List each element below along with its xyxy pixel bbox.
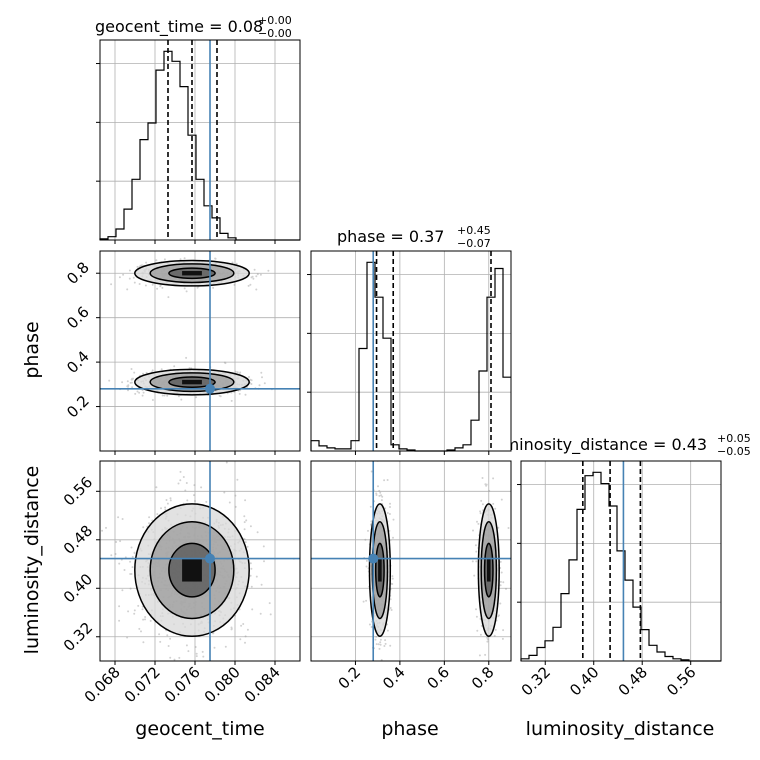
panel-phase-vs-luminosity-distance-truth-point: [368, 553, 379, 564]
title-phase: phase = 0.37: [337, 227, 444, 246]
panel-phase-vs-luminosity-distance-content: [311, 461, 511, 661]
hist-panel-luminosity-distance-frame: [520, 460, 722, 662]
ylabel-luminosity-distance: luminosity_distance: [21, 466, 43, 655]
title-geocent-time-plus: +0.00: [258, 14, 292, 27]
panel-phase-vs-luminosity-distance-core-1: [486, 558, 491, 582]
panel-geocent-time-vs-phase-content: [100, 251, 300, 451]
ytick-label-luminosity-distance-1: 0.40: [60, 570, 96, 606]
hist-panel-phase: [307, 250, 512, 455]
panel-phase-vs-luminosity-distance: [310, 460, 512, 665]
ytick-label-luminosity-distance-0: 0.32: [60, 619, 96, 655]
panel-geocent-time-vs-phase-frame: [99, 250, 301, 452]
hist-panel-geocent-time-frame: [99, 39, 301, 241]
xlabel-luminosity-distance: luminosity_distance: [526, 718, 715, 740]
xlabel-phase: phase: [381, 718, 438, 740]
title-geocent-time-minus: −0.00: [258, 27, 292, 40]
panel-geocent-time-vs-luminosity-distance-core-0: [182, 558, 202, 582]
xtick-label-phase-0: 0.2: [335, 663, 365, 693]
panel-phase-vs-luminosity-distance-frame: [310, 460, 512, 662]
panel-geocent-time-vs-phase: [96, 250, 301, 455]
panel-geocent-time-vs-phase-core-0: [182, 271, 202, 276]
xtick-label-phase-3: 0.8: [468, 663, 498, 693]
panel-phase-vs-luminosity-distance-bg: [311, 461, 511, 661]
hist-panel-phase-step: [310, 261, 511, 452]
hist-panel-geocent-time-bg: [100, 40, 300, 240]
xtick-label-phase-2: 0.6: [424, 663, 454, 693]
xtick-label-geocent-time-0: 0.068: [81, 663, 124, 706]
xtick-label-luminosity-distance-3: 0.56: [663, 663, 699, 699]
panel-geocent-time-vs-luminosity-distance-truth-point: [205, 553, 215, 564]
xtick-label-luminosity-distance-1: 0.40: [566, 663, 602, 699]
xtick-label-phase-1: 0.4: [379, 663, 409, 693]
panel-geocent-time-vs-luminosity-distance-frame: [99, 460, 301, 662]
xtick-label-geocent-time-3: 0.080: [201, 663, 244, 706]
title-luminosity-distance: luminosity_distance = 0.43: [489, 435, 707, 455]
xtick-label-geocent-time-4: 0.084: [241, 663, 284, 706]
ytick-label-phase-0: 0.2: [63, 392, 93, 422]
title-luminosity-distance-minus: −0.05: [717, 445, 751, 458]
hist-panel-geocent-time: [96, 39, 301, 244]
hist-panel-luminosity-distance: [517, 460, 722, 665]
panel-geocent-time-vs-luminosity-distance: [96, 460, 301, 665]
panel-geocent-time-vs-phase-core-1: [182, 379, 202, 385]
xtick-label-luminosity-distance-2: 0.48: [615, 663, 651, 699]
xtick-label-geocent-time-1: 0.072: [121, 663, 164, 706]
hist-panel-phase-bg: [311, 251, 511, 451]
title-phase-plus: +0.45: [457, 224, 491, 237]
xlabel-geocent-time: geocent_time: [135, 718, 264, 740]
title-phase-minus: −0.07: [457, 237, 491, 250]
ylabel-phase: phase: [21, 321, 43, 378]
xtick-label-luminosity-distance-0: 0.32: [518, 663, 554, 699]
ytick-label-phase-2: 0.6: [63, 303, 93, 333]
title-geocent-time: geocent_time = 0.08: [95, 17, 263, 37]
panel-geocent-time-vs-luminosity-distance-content: [100, 461, 300, 661]
xtick-label-geocent-time-2: 0.076: [161, 663, 204, 706]
hist-panel-phase-frame: [310, 250, 512, 452]
ytick-label-phase-1: 0.4: [63, 347, 93, 377]
ytick-label-luminosity-distance-2: 0.48: [60, 522, 96, 558]
title-luminosity-distance-plus: +0.05: [717, 432, 751, 445]
ytick-label-luminosity-distance-3: 0.56: [60, 473, 96, 509]
hist-panel-luminosity-distance-step: [520, 471, 721, 662]
ytick-label-phase-3: 0.8: [63, 258, 93, 288]
panel-phase-vs-luminosity-distance-core-0: [378, 558, 382, 582]
panel-geocent-time-vs-phase-truth-point: [205, 383, 215, 394]
